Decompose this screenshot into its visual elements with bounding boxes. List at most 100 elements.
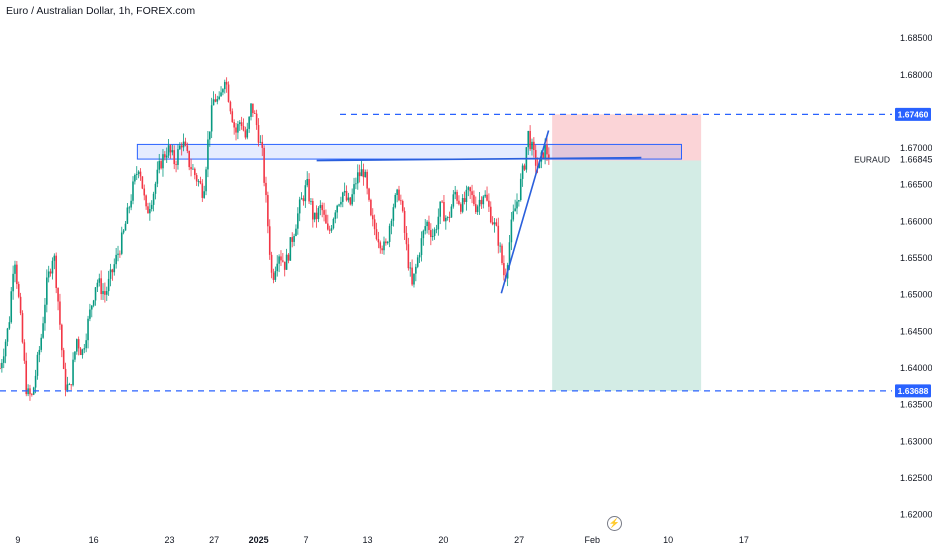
candle-body <box>42 323 44 338</box>
x-tick-label: 9 <box>15 535 20 545</box>
resistance-zone[interactable] <box>136 143 682 160</box>
candle-body <box>113 264 116 273</box>
candle-body <box>216 99 219 102</box>
chart-title: Euro / Australian Dollar, 1h, FOREX.com <box>6 5 196 17</box>
candle-body <box>255 113 258 126</box>
candle-body <box>195 175 198 182</box>
candle-body <box>527 130 530 148</box>
candle-body <box>143 188 146 196</box>
candle-body <box>480 199 483 205</box>
x-tick-label: 23 <box>164 535 174 545</box>
candle-body <box>531 141 533 150</box>
time-axis[interactable]: 9 16 23 27 2025 7 13 20 27 Feb 10 17 <box>15 535 749 545</box>
candle-body <box>55 255 57 288</box>
candle-body <box>102 291 104 295</box>
candle-body <box>529 130 531 150</box>
candle-body <box>10 291 13 323</box>
candle-body <box>488 200 490 207</box>
candle-body <box>190 167 192 170</box>
candle-body <box>503 263 505 276</box>
candle-body <box>207 139 209 170</box>
candle-body <box>308 179 310 202</box>
lightning-icon[interactable]: ⚡ <box>607 516 622 531</box>
x-tick-label: 27 <box>209 535 219 545</box>
candle-body <box>126 207 129 224</box>
candle-body <box>208 131 211 140</box>
candle-body <box>364 171 367 178</box>
candle-body <box>171 150 174 153</box>
candle-body <box>205 169 207 192</box>
candle-body <box>394 195 397 208</box>
candle-body <box>31 394 33 395</box>
candle-body <box>253 113 256 114</box>
candle-body <box>38 349 41 355</box>
candle-body <box>83 348 86 350</box>
horizontal-levels[interactable]: 1.67460 1.63688 <box>0 107 931 398</box>
candle-body <box>491 222 494 225</box>
candle-body <box>431 235 434 238</box>
candle-body <box>107 278 110 292</box>
price-axis[interactable]: 1.68500 1.68000 1.67000 1.66500 1.66000 1.655… <box>854 33 932 519</box>
candle-body <box>533 141 535 151</box>
candle-body <box>66 384 69 391</box>
candle-body <box>147 206 149 214</box>
candle-body <box>197 181 200 182</box>
candle-body <box>304 185 307 202</box>
candle-body <box>465 189 468 202</box>
candle-body <box>227 84 230 102</box>
candle-body <box>452 194 455 207</box>
candle-body <box>98 278 101 283</box>
candle-body <box>70 384 72 386</box>
candle-body <box>519 178 522 201</box>
candle-body <box>115 254 117 265</box>
trend-lines[interactable] <box>316 130 642 294</box>
position-tool[interactable] <box>552 114 702 391</box>
candle-body <box>291 237 294 242</box>
candle-body <box>411 267 413 285</box>
candle-body <box>16 264 18 285</box>
candle-body <box>407 244 410 269</box>
candle-body <box>29 388 31 395</box>
candle-body <box>548 154 550 159</box>
candle-body <box>119 253 121 255</box>
candle-body <box>130 200 132 208</box>
candle-body <box>282 260 284 262</box>
candle-body <box>544 145 546 159</box>
candle-body <box>285 254 288 270</box>
candle-body <box>257 125 260 143</box>
candle-body <box>441 201 443 203</box>
candle-body <box>59 301 61 325</box>
candle-body <box>192 168 194 170</box>
candle-body <box>385 241 387 244</box>
candle-body <box>242 125 245 131</box>
candle-body <box>323 210 325 215</box>
x-tick-label: 20 <box>438 535 448 545</box>
candle-body <box>446 217 449 218</box>
candle-body <box>158 161 161 170</box>
candle-body <box>426 221 428 227</box>
candle-body <box>100 278 102 295</box>
candle-body <box>122 230 125 233</box>
candle-body <box>135 173 138 176</box>
candle-body <box>325 214 327 224</box>
candle-body <box>44 304 46 324</box>
candle-body <box>79 348 82 356</box>
trend-line <box>500 130 550 294</box>
candle-body <box>203 191 205 198</box>
candle-body <box>330 228 333 231</box>
x-tick-label: 27 <box>514 535 524 545</box>
x-tick-label: 17 <box>739 535 749 545</box>
candle-body <box>17 284 20 297</box>
candle-body <box>476 206 479 213</box>
candle-body <box>474 204 477 213</box>
candle-body <box>400 200 402 202</box>
candle-body <box>298 199 301 214</box>
candle-body <box>233 122 235 128</box>
candle-body <box>27 388 29 395</box>
candle-body <box>117 253 119 255</box>
candle-body <box>259 141 262 143</box>
candle-body <box>482 196 485 205</box>
candle-body <box>443 201 445 222</box>
stop-loss-area <box>552 114 702 161</box>
